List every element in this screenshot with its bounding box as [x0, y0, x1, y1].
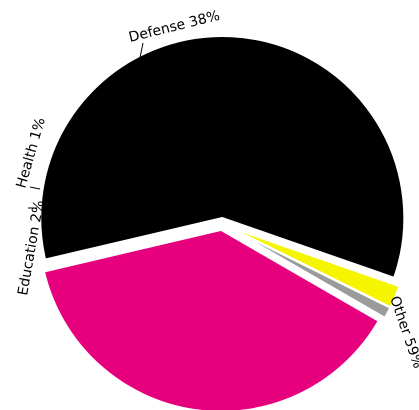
- leader-line-defense: [139, 42, 144, 59]
- slice-other: [39, 35, 406, 280]
- slice-defense: [42, 228, 381, 410]
- label-other: Other 59%: [386, 294, 419, 370]
- leader-line-health: [29, 186, 41, 190]
- slice-health: [226, 225, 392, 320]
- pie-slices: [39, 35, 406, 410]
